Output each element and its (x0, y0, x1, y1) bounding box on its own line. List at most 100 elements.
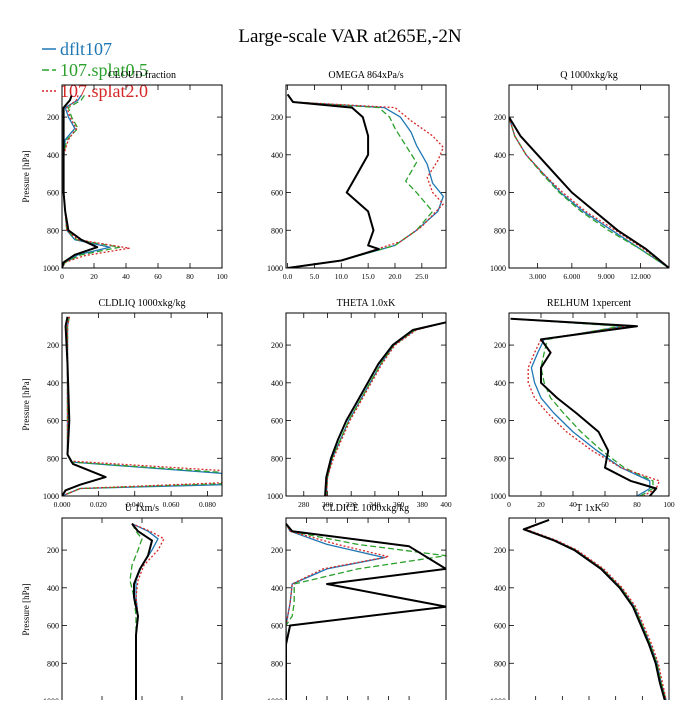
panel-title: OMEGA 864xPa/s (328, 70, 403, 81)
series-line-control (62, 316, 107, 496)
y-tick-label: 400 (494, 151, 506, 160)
x-tick-label: 100 (663, 500, 675, 509)
series-line-control (510, 317, 658, 496)
x-tick-label: 9.000 (598, 272, 615, 281)
panel-3: CLDLIQ 1000xkg/kg Pressure [hPa] 200 400 600… (21, 298, 223, 509)
x-tick-label: 25.0 (415, 272, 428, 281)
y-tick-label: 800 (47, 659, 59, 668)
y-tick-label: 400 (47, 379, 59, 388)
series-line-control (286, 523, 446, 701)
y-tick-label: 400 (271, 151, 283, 160)
y-tick-label: 600 (494, 417, 506, 426)
y-tick-label: 1000 (490, 492, 506, 501)
x-tick-label: 0.000 (54, 500, 71, 509)
figure-title: Large-scale VAR at265E,-2N (238, 26, 461, 47)
panel-4: THETA 1.0xK 200 400 600 800 1000 280 300 320 340 3… (267, 298, 452, 509)
plot-frame (508, 517, 670, 702)
y-tick-label: 800 (494, 659, 506, 668)
series-line-107-splat2-0 (286, 523, 390, 701)
series-line-dflt107 (524, 519, 667, 701)
y-tick-label: 800 (494, 454, 506, 463)
x-tick-label: 5.0 (310, 272, 320, 281)
plot-frame (61, 517, 223, 702)
y-tick-label: 800 (47, 226, 59, 235)
series-group (62, 95, 130, 268)
x-tick-label: 0.040 (126, 500, 143, 509)
x-tick-label: 0 (60, 272, 64, 281)
y-tick-label: 400 (494, 379, 506, 388)
series-line-control (324, 321, 446, 496)
y-tick-label: 200 (271, 341, 283, 350)
series-line-107-splat2-0 (325, 321, 446, 496)
y-tick-label: 400 (494, 584, 506, 593)
y-tick-label: 1000 (490, 264, 506, 273)
y-tick-label: 600 (271, 417, 283, 426)
y-axis-label: Pressure [hPa] (21, 150, 31, 202)
series-group (129, 523, 165, 701)
x-tick-label: 0.020 (90, 500, 107, 509)
y-tick-label: 200 (47, 341, 59, 350)
plot-frame (508, 84, 670, 269)
x-tick-label: 80 (186, 272, 194, 281)
series-line-control (509, 116, 669, 268)
x-tick-label: 400 (440, 500, 452, 509)
x-tick-label: 40 (569, 500, 577, 509)
y-tick-label: 200 (47, 113, 59, 122)
panel-title: RELHUM 1xpercent (547, 298, 631, 309)
panel-title: T 1xK (576, 503, 602, 514)
y-tick-label: 800 (271, 226, 283, 235)
y-tick-label: 200 (47, 546, 59, 555)
series-line-107-splat0-5 (509, 116, 669, 268)
x-tick-label: 20.0 (388, 272, 401, 281)
x-tick-label: 380 (417, 500, 429, 509)
x-tick-label: 0.080 (199, 500, 216, 509)
x-tick-label: 0.060 (163, 500, 180, 509)
x-tick-label: 280 (298, 500, 310, 509)
series-line-107-splat2-0 (62, 95, 130, 268)
y-tick-label: 600 (47, 417, 59, 426)
panel-title: CLDICE 1000xkg/kg (323, 503, 409, 514)
y-tick-label: 600 (494, 189, 506, 198)
panel-title: U 1xm/s (125, 503, 159, 514)
series-line-107-splat0-5 (510, 318, 654, 496)
y-tick-label: 1000 (43, 492, 59, 501)
panel-8: T 1xK20040060080010001802002202402602803… (490, 503, 670, 705)
series-group (522, 518, 667, 701)
legend-label-0: dflt107 (60, 39, 112, 59)
series-line-dflt107 (325, 321, 446, 496)
series-group (62, 316, 222, 496)
series-group (509, 116, 669, 268)
plot-frame (285, 84, 447, 269)
y-tick-label: 400 (47, 584, 59, 593)
x-tick-label: 20 (90, 272, 98, 281)
x-tick-label: 6.000 (563, 272, 580, 281)
y-tick-label: 400 (271, 584, 283, 593)
y-tick-label: 600 (271, 189, 283, 198)
y-tick-label: 1000 (43, 264, 59, 273)
series-group (510, 317, 661, 496)
y-tick-label: 600 (494, 622, 506, 631)
y-tick-label: 800 (47, 454, 59, 463)
x-tick-label: 100 (216, 272, 228, 281)
x-tick-label: 320 (346, 500, 358, 509)
x-tick-label: 3.000 (529, 272, 546, 281)
plot-frame (61, 312, 223, 497)
series-line-107-splat0-5 (524, 519, 667, 701)
y-tick-label: 200 (494, 341, 506, 350)
series-line-107-splat0-5 (325, 321, 446, 496)
x-tick-label: 300 (322, 500, 334, 509)
series-line-control (62, 95, 99, 268)
y-tick-label: 600 (271, 622, 283, 631)
series-line-dflt107 (287, 94, 444, 268)
y-tick-label: 1000 (267, 264, 283, 273)
series-line-107-splat2-0 (525, 519, 667, 701)
series-line-107-splat0-5 (286, 523, 446, 701)
x-tick-label: 10.0 (335, 272, 348, 281)
x-tick-label: 360 (393, 500, 405, 509)
x-tick-label: 60 (154, 272, 162, 281)
y-tick-label: 200 (271, 546, 283, 555)
